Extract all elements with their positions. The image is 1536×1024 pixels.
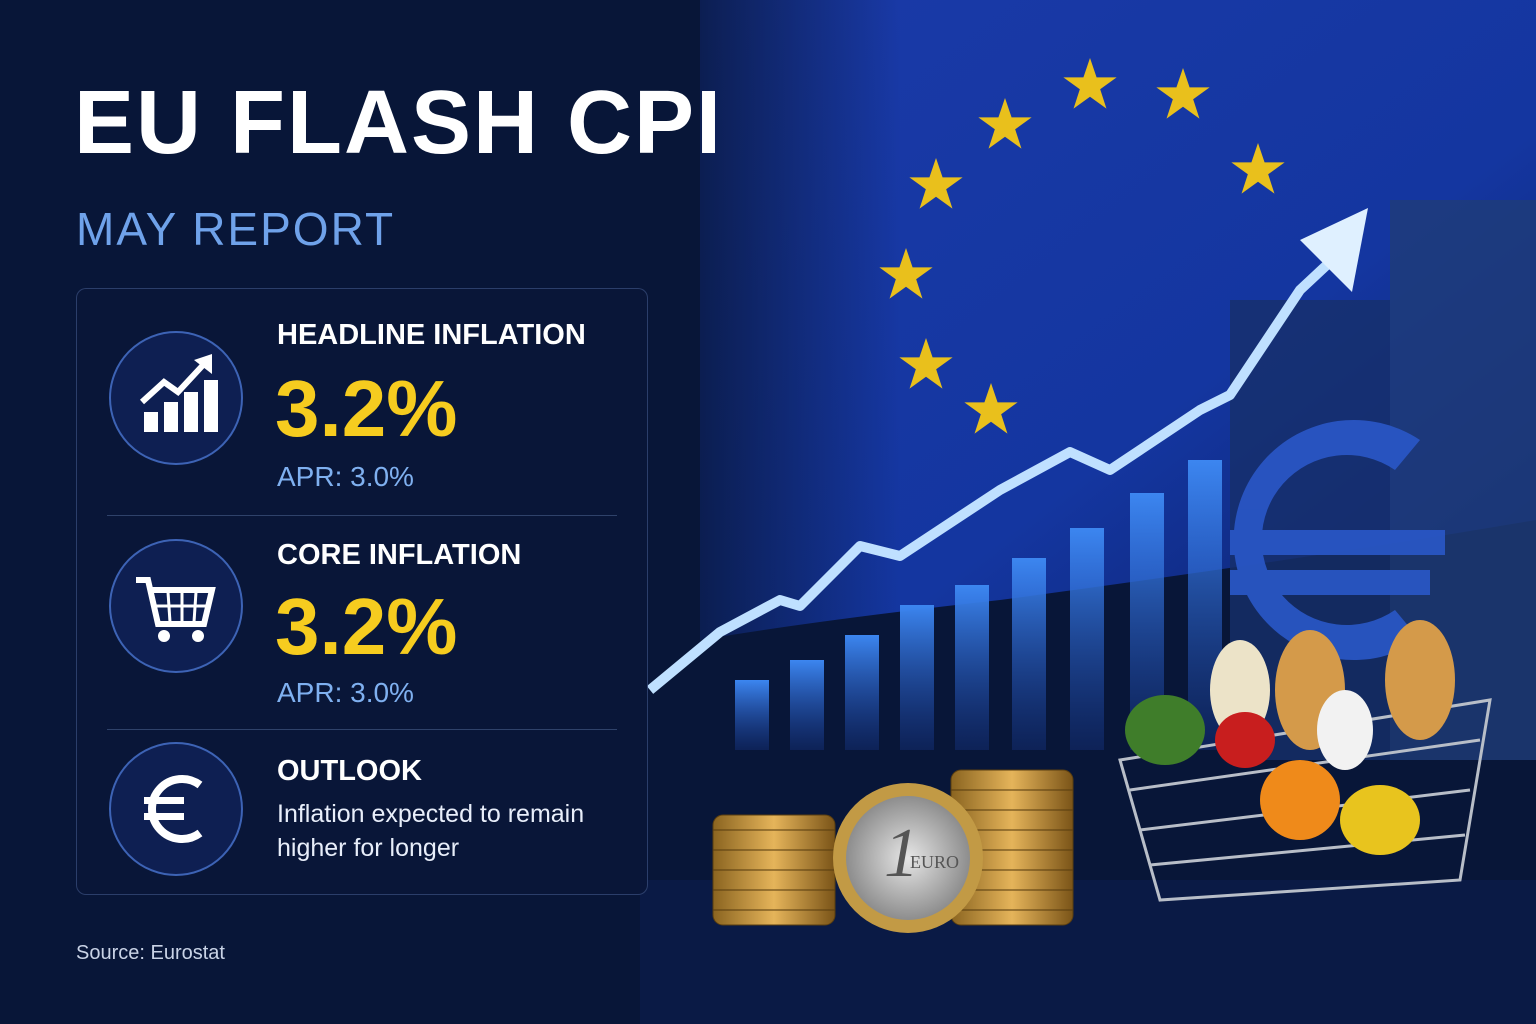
card-label: HEADLINE INFLATION bbox=[277, 319, 586, 351]
source: Source: Eurostat bbox=[76, 942, 225, 964]
divider bbox=[107, 515, 617, 516]
card-value: 3.2% bbox=[275, 364, 458, 453]
euro-icon bbox=[109, 742, 243, 876]
card-label: CORE INFLATION bbox=[277, 539, 522, 571]
divider bbox=[107, 729, 617, 730]
subtitle: MAY REPORT bbox=[76, 203, 396, 255]
card-value: 3.2% bbox=[275, 582, 458, 671]
coin-denomination: 1 bbox=[884, 815, 919, 892]
chart-icon bbox=[109, 331, 243, 465]
summary-card: HEADLINE INFLATION 3.2% APR: 3.0% CORE I… bbox=[76, 288, 648, 895]
card-text: Inflation expected to remain higher for … bbox=[277, 800, 585, 862]
card-previous: APR: 3.0% bbox=[277, 461, 414, 492]
coin-label: EURO bbox=[910, 852, 959, 872]
card-previous: APR: 3.0% bbox=[277, 677, 414, 708]
title: EU FLASH CPI bbox=[74, 73, 724, 173]
coin-face: 1 EURO bbox=[884, 815, 959, 892]
cart-icon bbox=[109, 539, 243, 673]
card-label: OUTLOOK bbox=[277, 755, 422, 787]
